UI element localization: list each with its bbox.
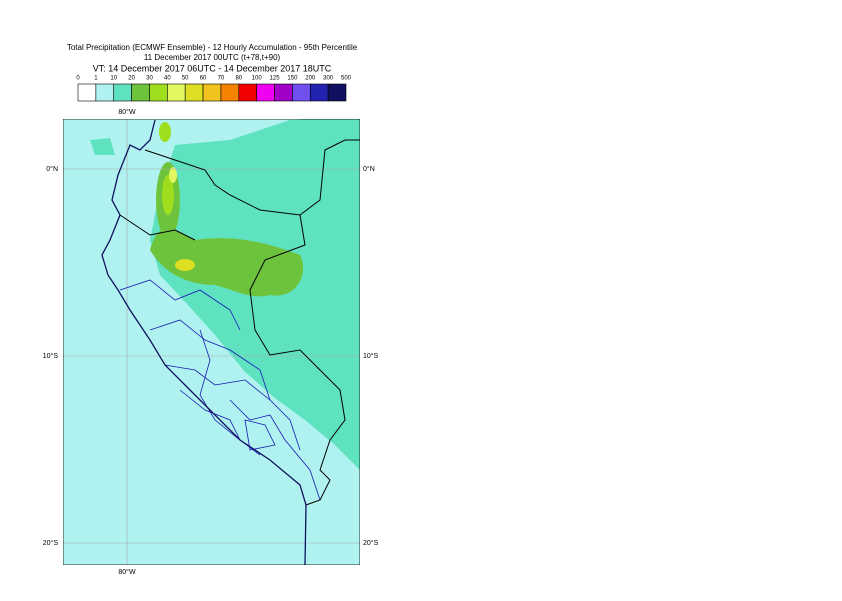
graticule xyxy=(63,119,360,565)
legend-label: 100 xyxy=(252,76,263,82)
field-green xyxy=(150,228,304,297)
field-teal xyxy=(90,138,115,155)
legend-label: 10 xyxy=(110,76,117,82)
legend-swatch xyxy=(327,83,347,102)
legend-swatch xyxy=(184,83,204,102)
legend-label: 125 xyxy=(270,76,281,82)
legend-swatch xyxy=(167,83,186,102)
lat-label: 10°S xyxy=(363,352,379,360)
lat-label: 20°S xyxy=(43,539,59,547)
legend-label: 80 xyxy=(235,76,242,82)
legend-swatch xyxy=(77,83,97,102)
lon-label: 80°W xyxy=(118,108,136,116)
legend-label: 150 xyxy=(287,76,298,82)
legend-label: 50 xyxy=(182,76,189,82)
legend-swatch xyxy=(149,83,168,102)
lat-label: 20°S xyxy=(363,539,379,547)
legend-swatch xyxy=(95,83,115,102)
legend-label: 60 xyxy=(200,76,207,82)
field-lime xyxy=(162,175,174,215)
legend-swatch xyxy=(202,83,222,102)
lat-label: 0°N xyxy=(363,165,375,173)
field-teal xyxy=(300,119,360,160)
lat-label: 0°N xyxy=(46,165,58,173)
legend-swatch xyxy=(256,83,275,102)
legend-label: 1 xyxy=(94,76,98,82)
legend-label: 200 xyxy=(305,76,316,82)
legend-swatch xyxy=(113,83,132,102)
legend-swatch xyxy=(220,83,240,102)
legend-swatch xyxy=(238,83,257,102)
legend-swatch xyxy=(309,83,329,102)
field-green xyxy=(159,122,171,142)
field-yellow xyxy=(175,259,195,271)
title-line: VT: 14 December 2017 06UTC - 14 December… xyxy=(93,63,332,73)
title-line: 11 December 2017 00UTC (t+78,t+90) xyxy=(144,53,281,62)
legend-label: 0 xyxy=(76,76,80,82)
legend: 0 1 10 20 30 40 50 60 70 80 100 125 150 200 300 500 xyxy=(76,76,352,102)
legend-label: 30 xyxy=(146,76,153,82)
lat-label: 10°S xyxy=(43,352,59,360)
legend-swatch xyxy=(131,83,150,102)
legend-label: 70 xyxy=(218,76,225,82)
map xyxy=(63,119,360,565)
legend-label: 20 xyxy=(128,76,135,82)
title-line: Total Precipitation (ECMWF Ensemble) - 1… xyxy=(67,43,358,52)
field-yellow xyxy=(169,167,177,183)
legend-label: 40 xyxy=(164,76,171,82)
legend-swatch xyxy=(274,83,293,102)
legend-label: 500 xyxy=(341,76,352,82)
legend-swatch xyxy=(292,83,311,102)
country-borders xyxy=(101,119,360,565)
lon-label: 80°W xyxy=(118,568,136,576)
legend-label: 300 xyxy=(323,76,334,82)
